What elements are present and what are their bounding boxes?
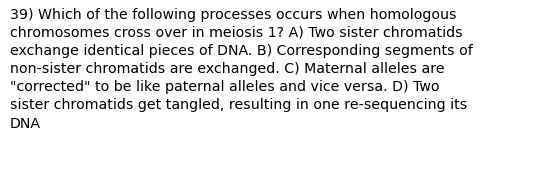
Text: 39) Which of the following processes occurs when homologous
chromosomes cross ov: 39) Which of the following processes occ… bbox=[10, 8, 473, 131]
